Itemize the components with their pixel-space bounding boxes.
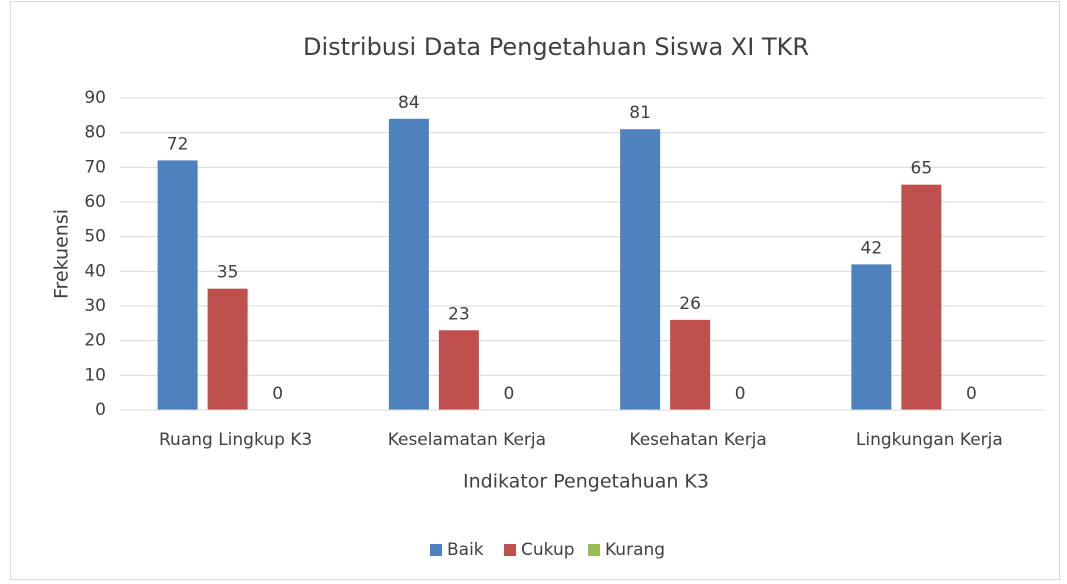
bar [438,330,479,410]
data-label: 84 [398,93,420,113]
y-tick-label: 80 [84,123,106,143]
data-label: 81 [629,103,651,123]
legend-swatch [430,544,442,556]
x-tick-label: Keselamatan Kerja [388,430,546,450]
bar [388,118,429,411]
data-label: 23 [448,304,470,324]
data-label: 26 [679,294,701,314]
data-label: 35 [217,263,239,283]
x-tick-label: Ruang Lingkup K3 [159,430,312,450]
bar [157,160,198,410]
legend-label: Baik [447,540,484,560]
y-axis-title: Frekuensi [51,209,73,299]
legend-label: Kurang [605,540,665,560]
y-tick-label: 50 [84,227,106,247]
legend-label: Cukup [521,540,575,560]
y-tick-label: 90 [84,88,106,108]
legend-swatch [588,544,600,556]
data-label: 42 [861,238,883,258]
y-tick-label: 60 [84,192,106,212]
y-tick-label: 20 [84,331,106,351]
data-label: 0 [272,384,283,404]
y-tick-label: 0 [95,400,106,420]
data-label: 0 [503,384,514,404]
x-tick-label: Kesehatan Kerja [629,430,766,450]
y-tick-label: 70 [84,157,106,177]
y-tick-label: 40 [84,261,106,281]
data-label: 65 [911,159,933,179]
bar [901,184,942,410]
y-tick-label: 30 [84,296,106,316]
y-tick-label: 10 [84,365,106,385]
legend-swatch [504,544,516,556]
bar [851,264,892,410]
x-axis-title: Indikator Pengetahuan K3 [463,471,709,493]
bar [207,288,248,410]
data-label: 72 [167,134,189,154]
bar [620,129,661,410]
chart-title: Distribusi Data Pengetahuan Siswa XI TKR [303,33,809,61]
data-label: 0 [735,384,746,404]
bar [670,319,711,410]
data-label: 0 [966,384,977,404]
x-tick-label: Lingkungan Kerja [856,430,1003,450]
